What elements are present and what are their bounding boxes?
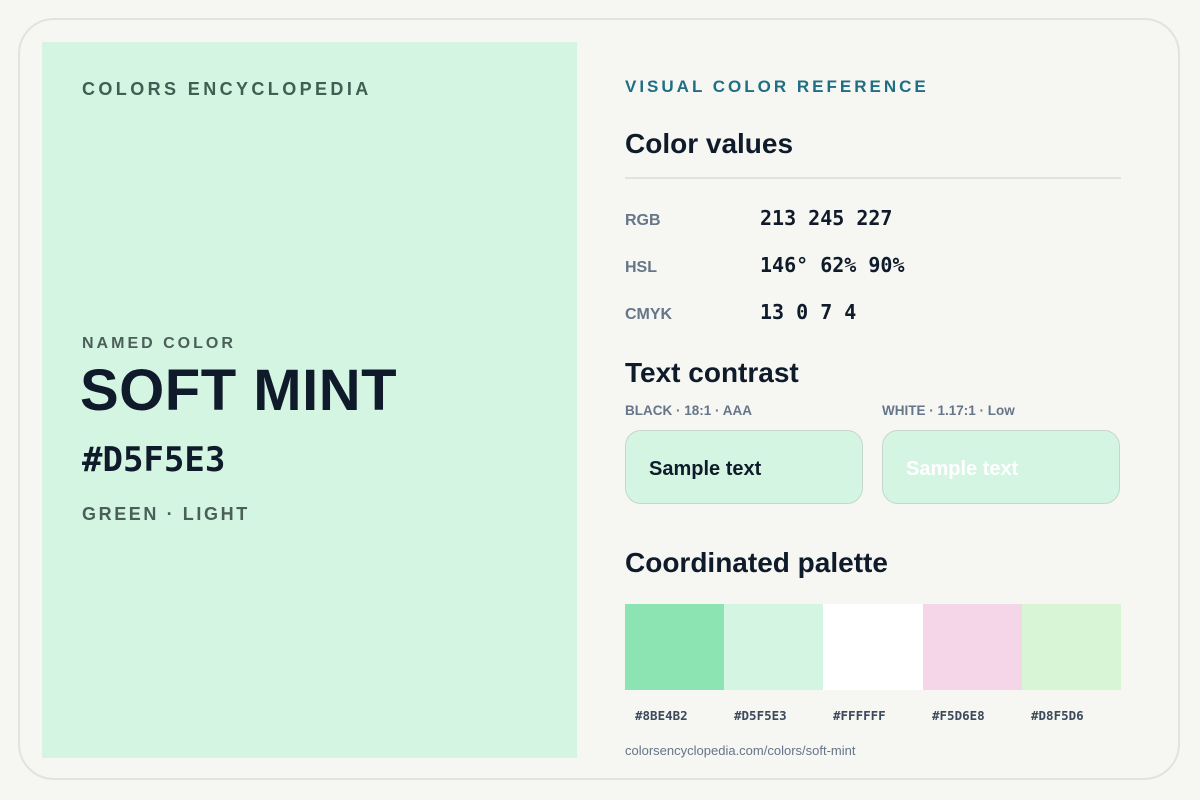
palette-hex-label: #D5F5E3 (734, 708, 787, 723)
palette-chip (625, 604, 725, 690)
named-color-label: NAMED COLOR (82, 335, 236, 352)
color-family: GREEN · LIGHT (82, 504, 250, 524)
palette-chip (823, 604, 923, 690)
value-label: CMYK (625, 306, 673, 323)
page-url[interactable]: colorsencyclopedia.com/colors/soft-mint (625, 743, 856, 758)
palette-strip (625, 604, 1121, 690)
color-values-title: Color values (625, 128, 794, 159)
color-name: SOFT MINT (80, 358, 398, 423)
palette-hex-label: #FFFFFF (833, 708, 886, 723)
palette-hex-label: #D8F5D6 (1031, 708, 1084, 723)
contrast-sample-black: Sample text (625, 430, 863, 504)
value-data: 13 0 7 4 (760, 300, 857, 324)
value-label: HSL (625, 259, 657, 276)
palette-chip (1021, 604, 1121, 690)
value-data: 146° 62% 90% (760, 253, 905, 277)
palette-hex-label: #F5D6E8 (932, 708, 985, 723)
contrast-sample-white: Sample text (882, 430, 1120, 504)
value-row-hsl: HSL 146° 62% 90% (625, 253, 1121, 283)
section-eyebrow: VISUAL COLOR REFERENCE (625, 77, 929, 96)
color-swatch-panel: COLORS ENCYCLOPEDIA NAMED COLOR SOFT MIN… (42, 42, 577, 758)
palette-chip (724, 604, 824, 690)
sample-text-black: Sample text (649, 458, 762, 480)
contrast-label-black: BLACK · 18:1 · AAA (625, 403, 753, 418)
sample-text-white: Sample text (906, 458, 1019, 480)
color-hex: #D5F5E3 (82, 440, 226, 480)
divider (625, 177, 1121, 179)
palette-hex-label: #8BE4B2 (635, 708, 688, 723)
palette-chip (922, 604, 1022, 690)
value-row-rgb: RGB 213 245 227 (625, 206, 1121, 236)
text-contrast-title: Text contrast (625, 357, 799, 388)
contrast-label-white: WHITE · 1.17:1 · Low (882, 403, 1015, 418)
value-row-cmyk: CMYK 13 0 7 4 (625, 300, 1121, 330)
value-label: RGB (625, 212, 661, 229)
site-brand: COLORS ENCYCLOPEDIA (82, 79, 372, 99)
palette-title: Coordinated palette (625, 547, 888, 578)
value-data: 213 245 227 (760, 206, 893, 230)
